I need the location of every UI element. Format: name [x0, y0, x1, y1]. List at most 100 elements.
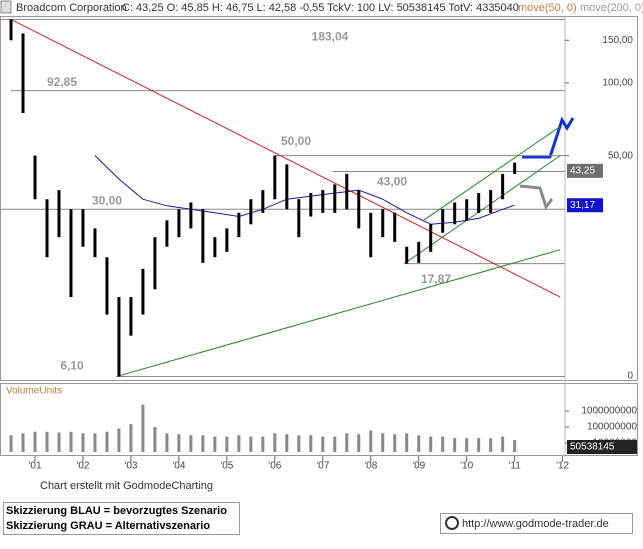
quote: C: 43,25 O: 45,85 H: 46,75 L: 42,58 -0,5…	[122, 2, 519, 14]
x-tick-label: '10	[460, 461, 473, 472]
note: Skizzierung GRAU = Alternativszenario	[6, 520, 210, 532]
price-bar	[177, 209, 181, 238]
volume-tick-label: 1000000000	[581, 406, 637, 417]
price-bar	[333, 184, 337, 213]
icon	[0, 0, 12, 14]
volume-bar	[417, 435, 421, 452]
price-bar	[309, 193, 313, 217]
note: Skizzierung BLAU = bevorzugtes Szenario	[6, 505, 227, 517]
y-tick-label: 100,00	[602, 77, 633, 88]
level-label: 30,00	[92, 193, 122, 207]
volume-bar	[9, 435, 13, 452]
price-bar	[21, 33, 25, 114]
price-bar	[393, 212, 397, 242]
price-bar	[369, 212, 373, 258]
trend-line	[116, 249, 561, 377]
level-label: 43,00	[377, 175, 407, 189]
x-tick-label: '08	[364, 461, 377, 472]
volume-bar	[369, 430, 373, 452]
price-bar	[273, 155, 277, 200]
price-bar	[141, 268, 145, 315]
price-bar	[429, 224, 433, 252]
volume-bar	[213, 436, 217, 452]
volume-bar	[93, 433, 97, 452]
x-tick-label: '02	[76, 461, 89, 472]
x-tick-label: '06	[268, 461, 281, 472]
volume-bar	[285, 434, 289, 452]
volume-bar	[477, 438, 481, 452]
level-label: 17,87	[421, 272, 451, 286]
x-tick-label: '03	[124, 461, 137, 472]
volume-bar	[117, 428, 121, 452]
level-label: 6,10	[60, 359, 84, 373]
volume-bar	[393, 434, 397, 452]
volume-bar	[501, 436, 505, 452]
x-tick-label: '05	[220, 461, 233, 472]
trend-line	[10, 18, 561, 298]
volume-bar	[453, 438, 457, 452]
volume-bar	[273, 433, 277, 452]
price-bar	[417, 241, 421, 263]
price-panel	[0, 16, 638, 381]
price-bar	[81, 209, 85, 247]
url: http://www.godmode-trader.de	[462, 518, 609, 530]
volume-bar	[357, 434, 361, 452]
volume-bar	[237, 435, 241, 452]
price-bar	[9, 19, 13, 41]
volume-bar	[489, 438, 493, 452]
price-bar	[249, 199, 253, 225]
price-bar	[93, 228, 97, 258]
price-bar	[201, 209, 205, 263]
price-bar	[441, 209, 445, 233]
last-price-label: 43,25	[570, 165, 595, 176]
price-bar	[165, 220, 169, 247]
y-tick-label: 50,00	[608, 150, 633, 161]
volume-bar	[177, 434, 181, 452]
price-bar	[225, 228, 229, 252]
x-tick-label: '11	[508, 461, 521, 472]
price-bar	[321, 190, 325, 213]
price-bar	[405, 246, 409, 264]
volume-bar	[321, 436, 325, 452]
price-bar	[213, 237, 217, 258]
price-bar	[153, 237, 157, 290]
volume-bar	[381, 433, 385, 452]
scenario-gray	[519, 184, 554, 211]
ma-last-label: 31,17	[570, 200, 595, 211]
price-bar	[261, 190, 265, 213]
logo	[445, 516, 459, 530]
volume-bar	[345, 433, 349, 452]
volume-bar	[81, 433, 85, 452]
volume-bar	[105, 431, 109, 452]
price-bar	[501, 173, 505, 200]
scenario-blue	[522, 116, 575, 159]
volume-bar	[261, 436, 265, 452]
x-tick-label: '04	[172, 461, 185, 472]
price-bar	[237, 212, 241, 238]
price-bar	[513, 162, 517, 174]
price-bar	[189, 202, 193, 229]
volume-bar	[201, 435, 205, 452]
last-price-box	[567, 163, 603, 178]
volume-bar	[405, 433, 409, 452]
volume-bar	[429, 436, 433, 452]
price-bar	[477, 193, 481, 213]
volume-bar	[465, 438, 469, 452]
url-box	[440, 513, 633, 534]
volume-bar	[69, 431, 73, 452]
x-tick-label: '01	[28, 461, 41, 472]
price-bar	[117, 297, 121, 377]
price-bar	[105, 257, 109, 315]
indicator-label: move(50, 0)	[518, 2, 577, 14]
level-label: 92,85	[47, 75, 77, 89]
credit: Chart erstellt mit GodmodeCharting	[40, 480, 213, 492]
y-tick-label: 150,00	[602, 35, 633, 46]
volume-last-label: 50538145	[570, 442, 615, 453]
volume-bar	[153, 426, 157, 452]
price-bar	[381, 209, 385, 238]
volume-bar	[189, 435, 193, 452]
price-bar	[57, 190, 61, 238]
volume-bar	[33, 431, 37, 452]
